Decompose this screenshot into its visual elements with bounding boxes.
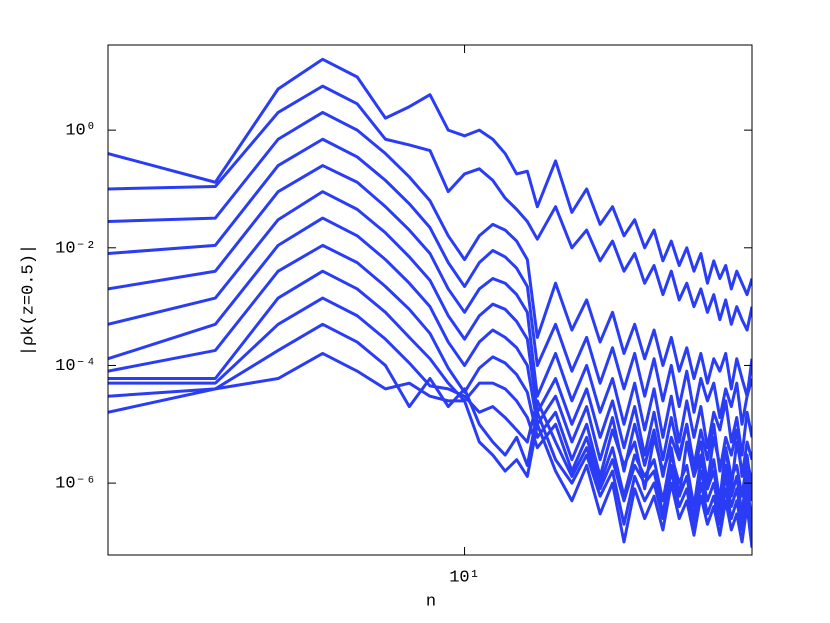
series-line	[108, 322, 752, 536]
series-line	[108, 164, 752, 457]
y-tick-label: 10⁻⁴	[55, 357, 96, 376]
lines	[108, 57, 752, 548]
series-line	[108, 296, 752, 525]
y-tick-label: 10⁻²	[55, 239, 96, 258]
y-tick-label: 10⁻⁶	[55, 475, 96, 494]
series-line	[108, 216, 752, 497]
x-tick-label: 10¹	[449, 568, 480, 587]
series-line	[108, 110, 752, 398]
plot-frame	[107, 44, 753, 556]
y-axis-label: |ρk(z=0.5)|	[19, 244, 38, 356]
x-axis-label: n	[426, 592, 436, 611]
series-line	[108, 137, 752, 426]
series-line	[108, 84, 752, 332]
series-line	[108, 351, 752, 548]
series-line	[108, 269, 752, 516]
y-tick-label: 10⁰	[65, 122, 96, 141]
series-line	[108, 57, 752, 297]
